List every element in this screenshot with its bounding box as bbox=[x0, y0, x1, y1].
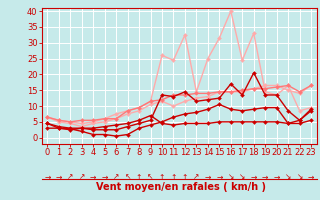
Text: ↖: ↖ bbox=[147, 172, 154, 182]
Text: →: → bbox=[262, 172, 268, 182]
Text: →: → bbox=[308, 172, 314, 182]
Text: ↑: ↑ bbox=[136, 172, 142, 182]
Text: ↗: ↗ bbox=[67, 172, 74, 182]
Text: ↗: ↗ bbox=[193, 172, 200, 182]
Text: ↑: ↑ bbox=[170, 172, 177, 182]
Text: ↘: ↘ bbox=[228, 172, 234, 182]
Text: ↘: ↘ bbox=[239, 172, 245, 182]
Text: ↖: ↖ bbox=[124, 172, 131, 182]
Text: →: → bbox=[216, 172, 222, 182]
Text: ↘: ↘ bbox=[296, 172, 303, 182]
Text: →: → bbox=[205, 172, 211, 182]
Text: →: → bbox=[251, 172, 257, 182]
Text: ↗: ↗ bbox=[78, 172, 85, 182]
Text: Vent moyen/en rafales ( km/h ): Vent moyen/en rafales ( km/h ) bbox=[96, 182, 266, 192]
Text: →: → bbox=[274, 172, 280, 182]
Text: →: → bbox=[44, 172, 51, 182]
Text: ↗: ↗ bbox=[113, 172, 119, 182]
Text: →: → bbox=[56, 172, 62, 182]
Text: ↑: ↑ bbox=[159, 172, 165, 182]
Text: ↘: ↘ bbox=[285, 172, 291, 182]
Text: ↑: ↑ bbox=[182, 172, 188, 182]
Text: →: → bbox=[90, 172, 96, 182]
Text: →: → bbox=[101, 172, 108, 182]
